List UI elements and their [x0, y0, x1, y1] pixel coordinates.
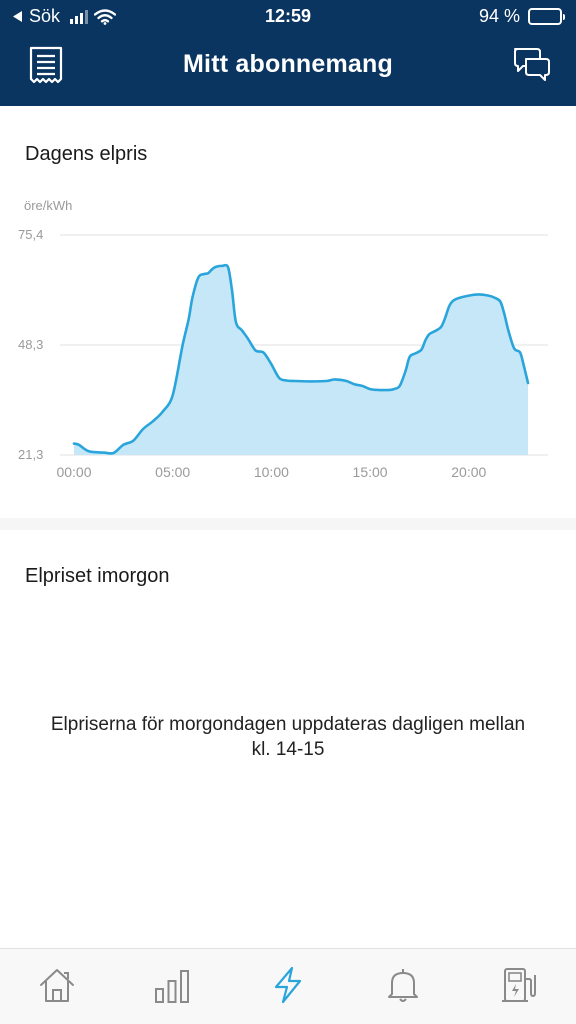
bell-icon[interactable] [383, 965, 423, 1005]
charging-station-icon[interactable] [499, 965, 539, 1005]
x-tick-label: 10:00 [253, 464, 289, 480]
tab-bar [0, 948, 576, 1024]
battery-percent: 94 % [478, 6, 520, 26]
y-tick-mid: 48,3 [18, 337, 44, 352]
home-icon[interactable] [37, 965, 77, 1005]
price-line [72, 263, 530, 455]
y-tick-top: 75,4 [18, 227, 44, 242]
price-chart [60, 234, 548, 456]
lightning-icon[interactable] [268, 965, 308, 1005]
bar-chart-icon[interactable] [152, 965, 192, 1005]
tomorrow-title: Elpriset imorgon [25, 565, 170, 587]
y-axis-unit: öre/kWh [24, 198, 73, 213]
battery-icon [528, 8, 565, 25]
status-bar: Sök 12:59 94 % [0, 0, 576, 34]
price-area [74, 265, 528, 455]
receipt-icon[interactable] [28, 46, 64, 84]
today-title: Dagens elpris [25, 143, 148, 165]
signal-icon [70, 9, 89, 24]
back-label: Sök [29, 6, 61, 26]
x-tick-label: 05:00 [155, 464, 191, 480]
y-tick-bottom: 21,3 [18, 447, 44, 462]
tomorrow-message: Elpriserna för morgondagen uppdateras da… [50, 714, 526, 760]
page-title: Mitt abonnemang [183, 50, 393, 78]
tomorrow-price-card [0, 530, 576, 948]
wifi-icon [94, 8, 117, 25]
x-tick-label: 20:00 [451, 464, 487, 480]
back-triangle-icon [13, 11, 22, 22]
status-back[interactable]: Sök [12, 6, 117, 27]
x-tick-label: 00:00 [56, 464, 92, 480]
x-tick-label: 15:00 [352, 464, 388, 480]
app-header: Sök 12:59 94 % Mitt abonnemang [0, 0, 576, 106]
chat-bubbles-icon[interactable] [512, 46, 552, 82]
section-divider [0, 518, 576, 530]
status-time: 12:59 [264, 6, 312, 26]
